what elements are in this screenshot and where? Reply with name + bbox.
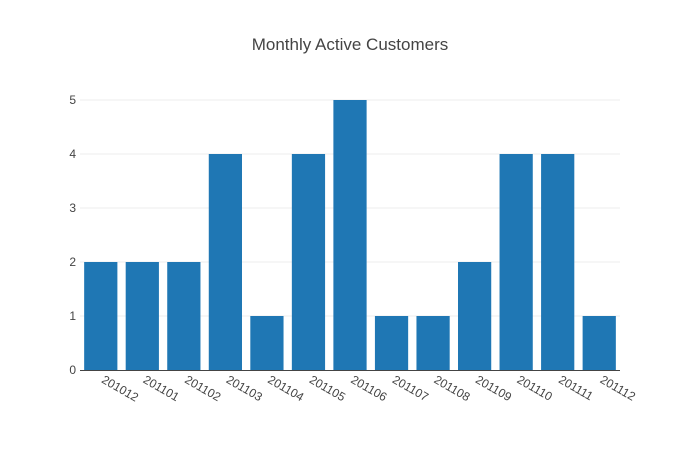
bar-201112[interactable] (582, 316, 616, 370)
x-tick-label: 201108 (432, 372, 473, 404)
x-tick-label: 201104 (265, 372, 306, 404)
bar-201106[interactable] (333, 100, 367, 370)
bar-201111[interactable] (541, 154, 575, 370)
x-tick-label: 201112 (598, 372, 638, 403)
x-tick-label: 201107 (390, 372, 431, 404)
y-tick-label: 4 (69, 147, 76, 161)
x-tick-label: 201012 (99, 372, 141, 404)
x-tick-label: 201102 (182, 372, 223, 404)
x-tick-label: 201111 (556, 372, 596, 403)
x-tick-label: 201103 (224, 372, 265, 404)
bar-201110[interactable] (499, 154, 533, 370)
bar-201104[interactable] (250, 316, 284, 370)
y-tick-label: 1 (69, 309, 76, 323)
bar-201103[interactable] (208, 154, 242, 370)
bar-201101[interactable] (125, 262, 159, 370)
bar-201102[interactable] (167, 262, 201, 370)
y-tick-label: 0 (69, 363, 76, 377)
bars (84, 100, 616, 370)
bar-201105[interactable] (291, 154, 326, 370)
y-tick-label: 5 (69, 93, 76, 107)
x-tick-label: 201109 (473, 372, 514, 404)
y-tick-label: 2 (69, 255, 76, 269)
bar-201109[interactable] (458, 262, 492, 370)
x-axis-ticks: 201012 201101 201102 201103 201104 201105 2011… (99, 372, 638, 404)
x-tick-label: 201105 (307, 372, 348, 404)
y-tick-label: 3 (69, 201, 76, 215)
bar-201012[interactable] (84, 262, 118, 370)
x-tick-label: 201110 (515, 372, 555, 403)
x-tick-label: 201106 (349, 372, 390, 404)
chart-title: Monthly Active Customers (252, 35, 449, 54)
y-axis-ticks: 0 1 2 3 4 5 (69, 93, 76, 377)
bar-201107[interactable] (374, 316, 409, 370)
x-tick-label: 201101 (141, 372, 182, 404)
bar-201108[interactable] (416, 316, 450, 370)
